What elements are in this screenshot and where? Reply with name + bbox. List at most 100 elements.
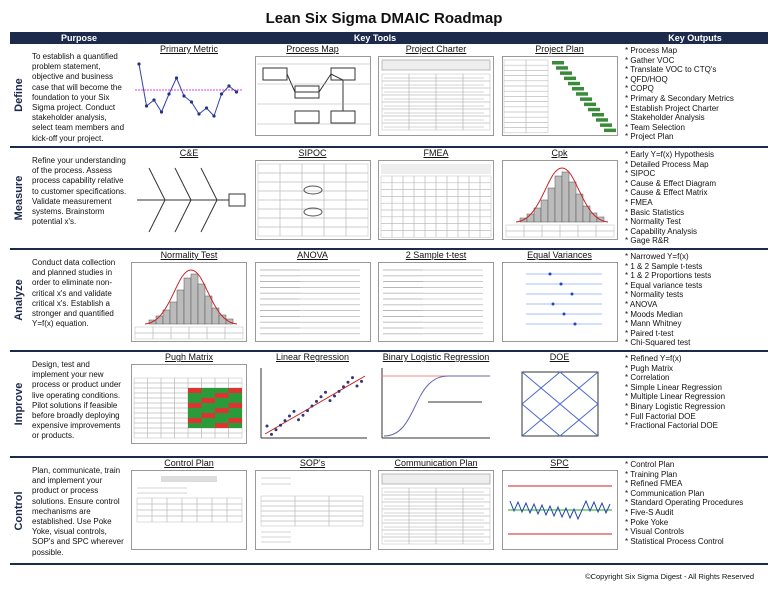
tool-thumbnail	[135, 62, 243, 118]
output-item: * Normality Test	[625, 217, 681, 227]
shape	[176, 289, 185, 325]
tool-title: SIPOC	[298, 148, 327, 158]
output-item: * Multiple Linear Regression	[625, 392, 726, 402]
tool: Project Plan	[499, 44, 621, 136]
column-header: Purpose	[60, 33, 97, 43]
shape	[562, 312, 565, 316]
shape	[174, 199, 192, 233]
shape	[188, 393, 202, 398]
tool-title: Cpk	[551, 148, 568, 158]
output-item: * Establish Project Charter	[625, 103, 719, 113]
shape	[215, 388, 229, 393]
shape	[301, 413, 304, 417]
output-item: * Team Selection	[625, 122, 685, 132]
output-item: * Capability Analysis	[625, 226, 698, 236]
tool: Normality Test	[128, 250, 250, 342]
shape	[378, 262, 494, 342]
output-item: * Mann Whitney	[625, 319, 682, 329]
shape	[167, 92, 171, 96]
output-item: * Early Y=f(x) Hypothesis	[625, 150, 714, 159]
shape	[525, 127, 548, 134]
shape	[148, 167, 166, 201]
shape	[595, 118, 608, 122]
outputs: * Narrowed Y=f(x) * 1 & 2 Sample t-tests *…	[625, 252, 711, 348]
output-item: * FMEA	[625, 197, 653, 207]
shape	[182, 94, 186, 98]
phase-name: Measure	[13, 175, 25, 221]
shape	[579, 97, 592, 101]
phase-row: Define To establish a quantified problem …	[10, 44, 768, 148]
shape	[551, 302, 554, 306]
shape	[509, 499, 610, 521]
shape	[575, 193, 583, 223]
shape	[228, 408, 242, 413]
shape	[555, 66, 568, 70]
shape	[174, 76, 179, 80]
shape	[283, 419, 286, 423]
shape	[212, 114, 216, 118]
shape	[274, 428, 277, 432]
tool-title: Normality Test	[160, 250, 218, 260]
shape	[215, 413, 229, 418]
shape	[330, 110, 355, 124]
output-item: * Control Plan	[625, 460, 675, 469]
tool-thumbnail	[378, 262, 494, 342]
shape	[570, 292, 573, 296]
shape	[269, 432, 273, 436]
shape	[215, 403, 229, 408]
output-item: * Stakeholder Analysis	[625, 113, 705, 123]
shape	[332, 394, 336, 398]
output-item: * Simple Linear Regression	[625, 382, 722, 392]
tool: DOE	[499, 352, 621, 444]
output-item: * ANOVA	[625, 299, 658, 309]
outputs: * Early Y=f(x) Hypothesis * Detailed Proc…	[625, 150, 716, 246]
shape	[345, 226, 368, 237]
shape	[548, 272, 551, 276]
output-item: * Normality tests	[625, 290, 684, 300]
outputs: * Process Map * Gather VOC * Translate VOC…	[625, 46, 734, 142]
shape	[197, 112, 201, 116]
tool-thumbnail	[378, 470, 494, 550]
tool-thumbnail	[254, 160, 371, 240]
shape	[350, 376, 354, 380]
tool: Linear Regression	[252, 352, 374, 444]
shape	[144, 269, 238, 325]
shape	[587, 107, 600, 112]
shape	[144, 104, 149, 108]
phase-name: Control	[13, 490, 25, 531]
shape	[262, 67, 287, 81]
output-item: * Basic Statistics	[625, 207, 685, 217]
output-item: * Equal variance tests	[625, 280, 703, 290]
shape	[294, 110, 319, 124]
output-item: * Cause & Effect Diagram	[625, 178, 717, 188]
output-item: * Narrowed Y=f(x)	[625, 252, 689, 261]
tool-title: ANOVA	[297, 250, 328, 260]
purpose-text: Conduct data collection and planned stud…	[32, 258, 116, 329]
tool: 2 Sample t-test	[375, 250, 497, 342]
shape	[319, 395, 322, 399]
tool: Process Map	[252, 44, 374, 136]
purpose-text: Design, test and implement your new proc…	[32, 360, 121, 441]
shape	[169, 301, 178, 325]
phase-name: Define	[13, 78, 25, 112]
shape	[479, 230, 492, 238]
tool: Control Plan	[128, 458, 250, 550]
shape	[201, 408, 215, 413]
shape	[174, 167, 192, 201]
tool-title: Pugh Matrix	[164, 352, 214, 362]
outputs: * Refined Y=f(x) * Pugh Matrix * Correlati…	[625, 354, 725, 431]
shape	[228, 393, 242, 398]
shape	[575, 92, 588, 96]
shape	[190, 273, 199, 325]
shape	[292, 409, 295, 413]
tool: SIPOC	[252, 148, 374, 240]
shape	[137, 62, 141, 66]
shape	[595, 230, 614, 238]
phase-label: Define	[8, 44, 30, 146]
shape	[346, 380, 349, 384]
tool: Project Charter	[375, 44, 497, 136]
tool-title: FMEA	[423, 148, 449, 158]
shape	[159, 110, 164, 114]
shape	[381, 473, 491, 485]
shape	[228, 193, 246, 207]
